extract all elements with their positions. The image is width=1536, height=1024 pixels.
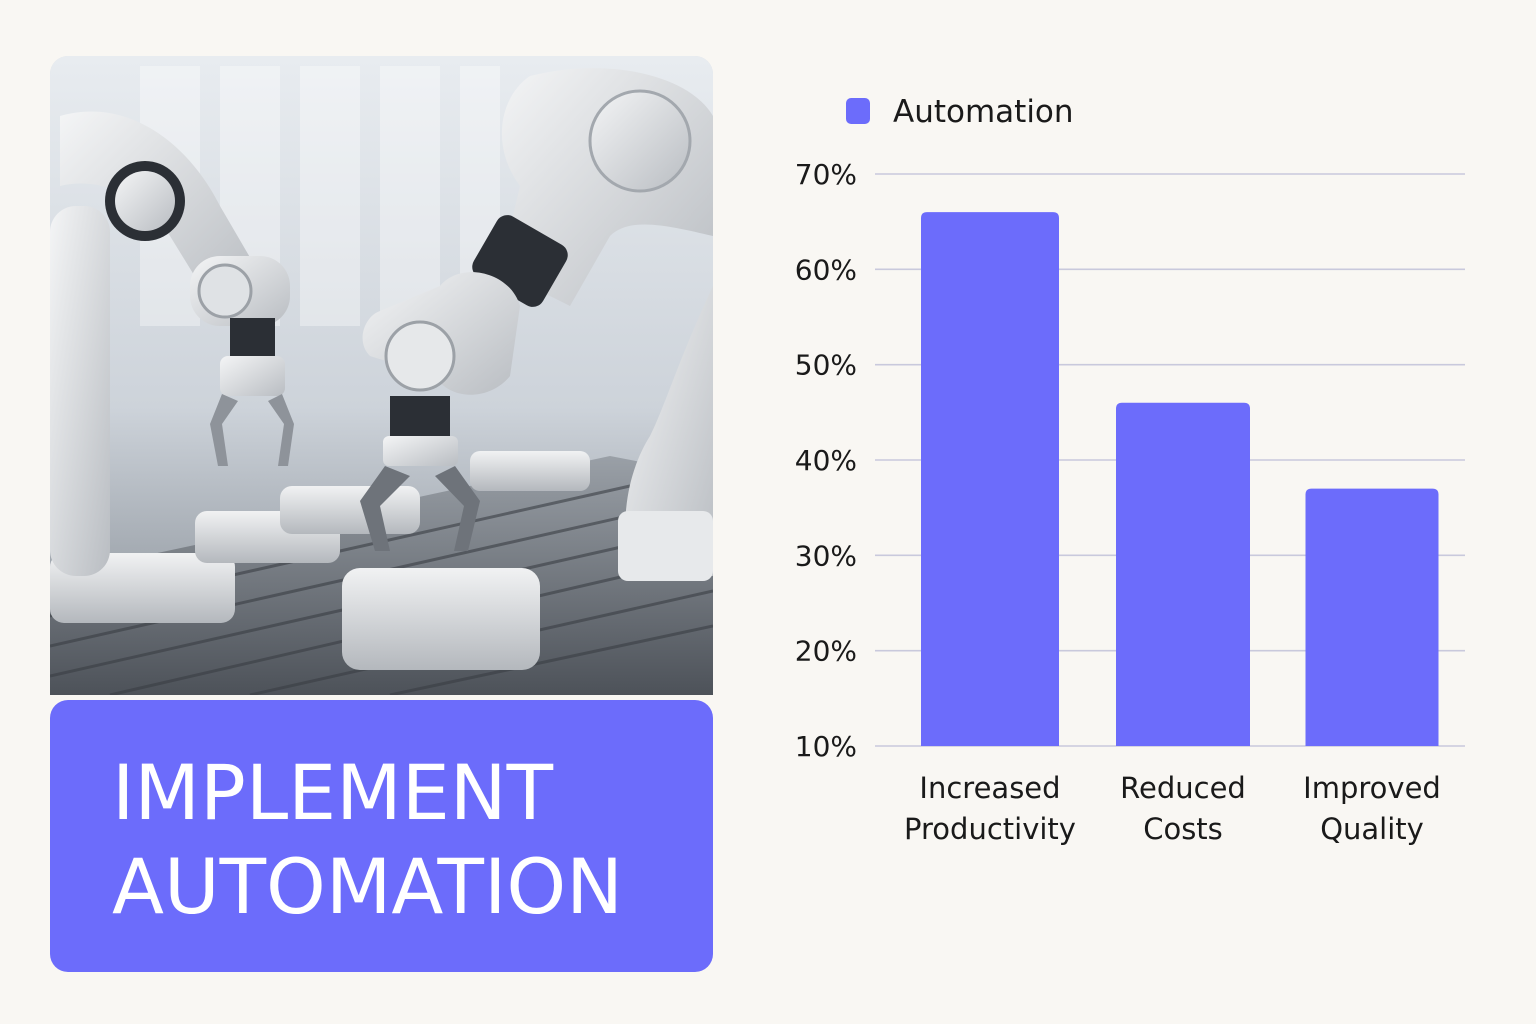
y-tick-label: 60% bbox=[795, 253, 857, 286]
x-category-label: Improved Quality bbox=[1303, 771, 1441, 846]
y-tick-label: 30% bbox=[795, 539, 857, 572]
x-category-label-line: Reduced bbox=[1120, 771, 1246, 805]
y-tick-label: 50% bbox=[795, 349, 857, 382]
x-category-label: Reduced Costs bbox=[1120, 771, 1246, 846]
bar-chart: Automation 10% 20% 30% 40% 50% 60% 70% Increased… bbox=[760, 60, 1480, 880]
x-category-label-line: Costs bbox=[1143, 812, 1223, 846]
x-category-label-line: Quality bbox=[1320, 812, 1424, 846]
legend-swatch bbox=[846, 98, 870, 124]
legend-label: Automation bbox=[893, 94, 1074, 130]
bar bbox=[1305, 488, 1439, 746]
y-tick-label: 70% bbox=[795, 158, 857, 191]
title-card: IMPLEMENT AUTOMATION bbox=[50, 700, 713, 972]
x-category-label-line: Increased bbox=[919, 771, 1060, 805]
y-tick-label: 10% bbox=[795, 730, 857, 763]
x-category-label-line: Productivity bbox=[904, 812, 1076, 846]
y-tick-label: 20% bbox=[795, 635, 857, 668]
bar-chart-svg: Automation 10% 20% 30% 40% 50% 60% 70% Increased… bbox=[795, 94, 1465, 846]
y-tick-label: 40% bbox=[795, 444, 857, 477]
bar bbox=[1116, 402, 1250, 746]
bar bbox=[921, 212, 1059, 747]
title-line-1: IMPLEMENT bbox=[112, 748, 554, 837]
industrial-robot-arms-illustration bbox=[50, 56, 713, 695]
title-line-2: AUTOMATION bbox=[112, 842, 624, 931]
x-category-label-line: Improved bbox=[1303, 771, 1441, 805]
x-category-label: Increased Productivity bbox=[904, 771, 1076, 846]
robot-arms-photo bbox=[50, 56, 713, 695]
